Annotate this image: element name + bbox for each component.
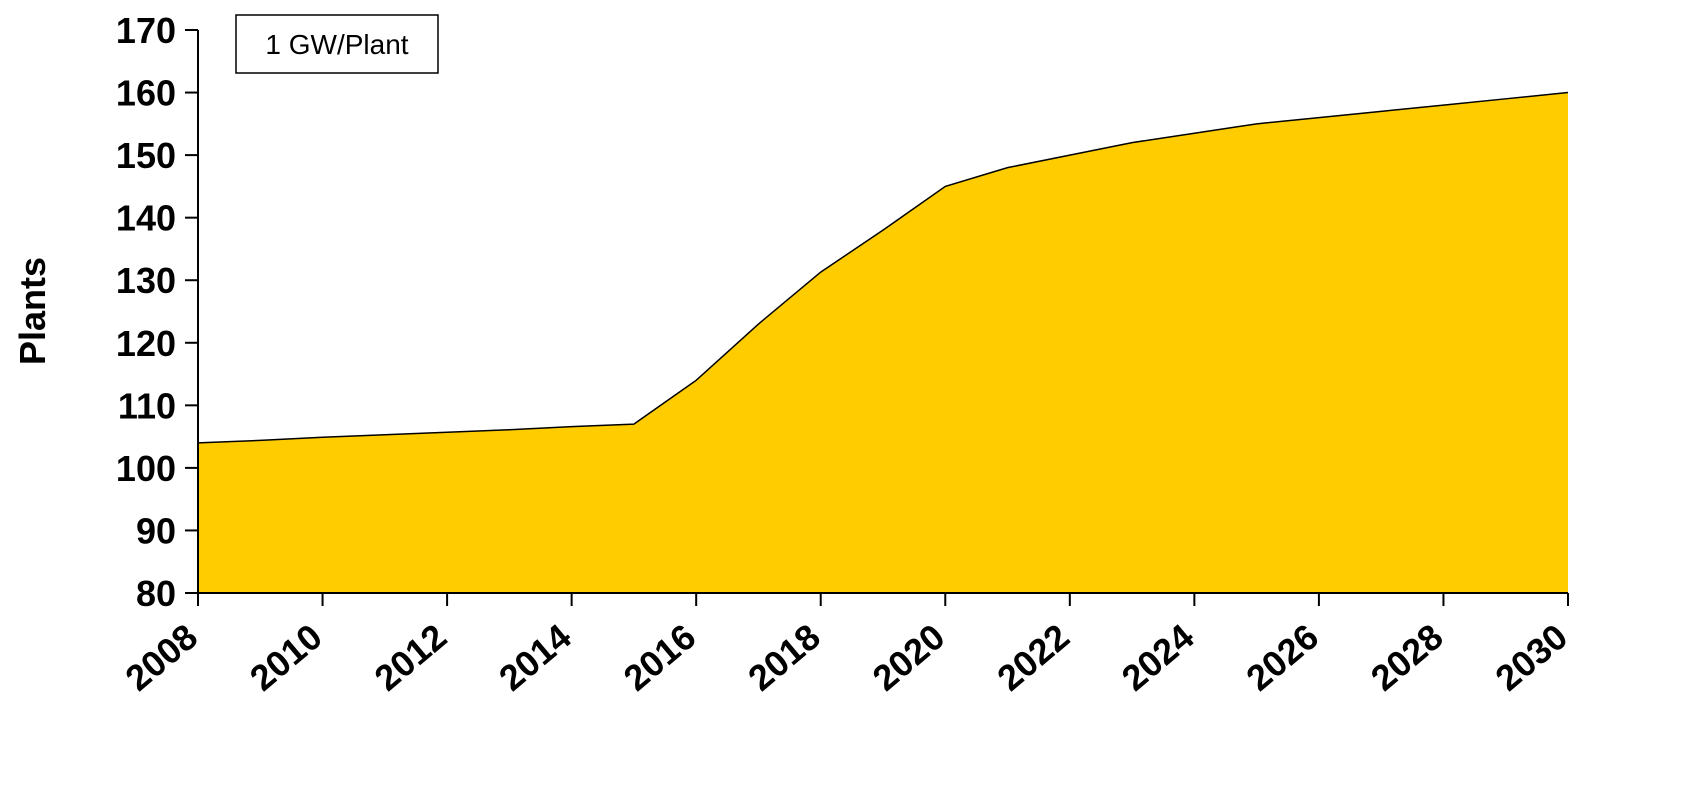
annotation: 1 GW/Plant (265, 29, 408, 60)
y-tick-label: 110 (118, 385, 176, 426)
x-tick-label: 2008 (117, 616, 205, 699)
x-tick-label: 2010 (242, 616, 330, 699)
y-tick-label: 140 (116, 198, 176, 239)
y-tick-label: 130 (116, 260, 176, 301)
y-tick-label: 160 (116, 73, 176, 114)
x-tick-label: 2024 (1114, 616, 1202, 699)
x-tick-label: 2016 (616, 616, 704, 699)
x-tick-label: 2018 (740, 616, 828, 699)
x-tick-label: 2014 (491, 616, 579, 699)
x-tick-label: 2028 (1363, 616, 1451, 699)
y-axis-label: Plants (12, 257, 53, 365)
y-tick-label: 90 (136, 510, 176, 551)
x-tick-label: 2022 (989, 616, 1077, 699)
area-fill (198, 92, 1568, 594)
x-tick-label: 2020 (865, 616, 953, 699)
x-tick-label: 2030 (1487, 616, 1575, 699)
x-tick-label: 2026 (1238, 616, 1326, 699)
x-tick-label: 2012 (367, 616, 455, 699)
y-tick-label: 150 (116, 135, 176, 176)
y-tick-label: 120 (116, 323, 176, 364)
y-tick-label: 100 (116, 448, 176, 489)
area-line (197, 91, 1569, 444)
y-tick-label: 170 (116, 10, 176, 51)
annotation-box (235, 14, 439, 74)
y-tick-label: 80 (136, 573, 176, 614)
